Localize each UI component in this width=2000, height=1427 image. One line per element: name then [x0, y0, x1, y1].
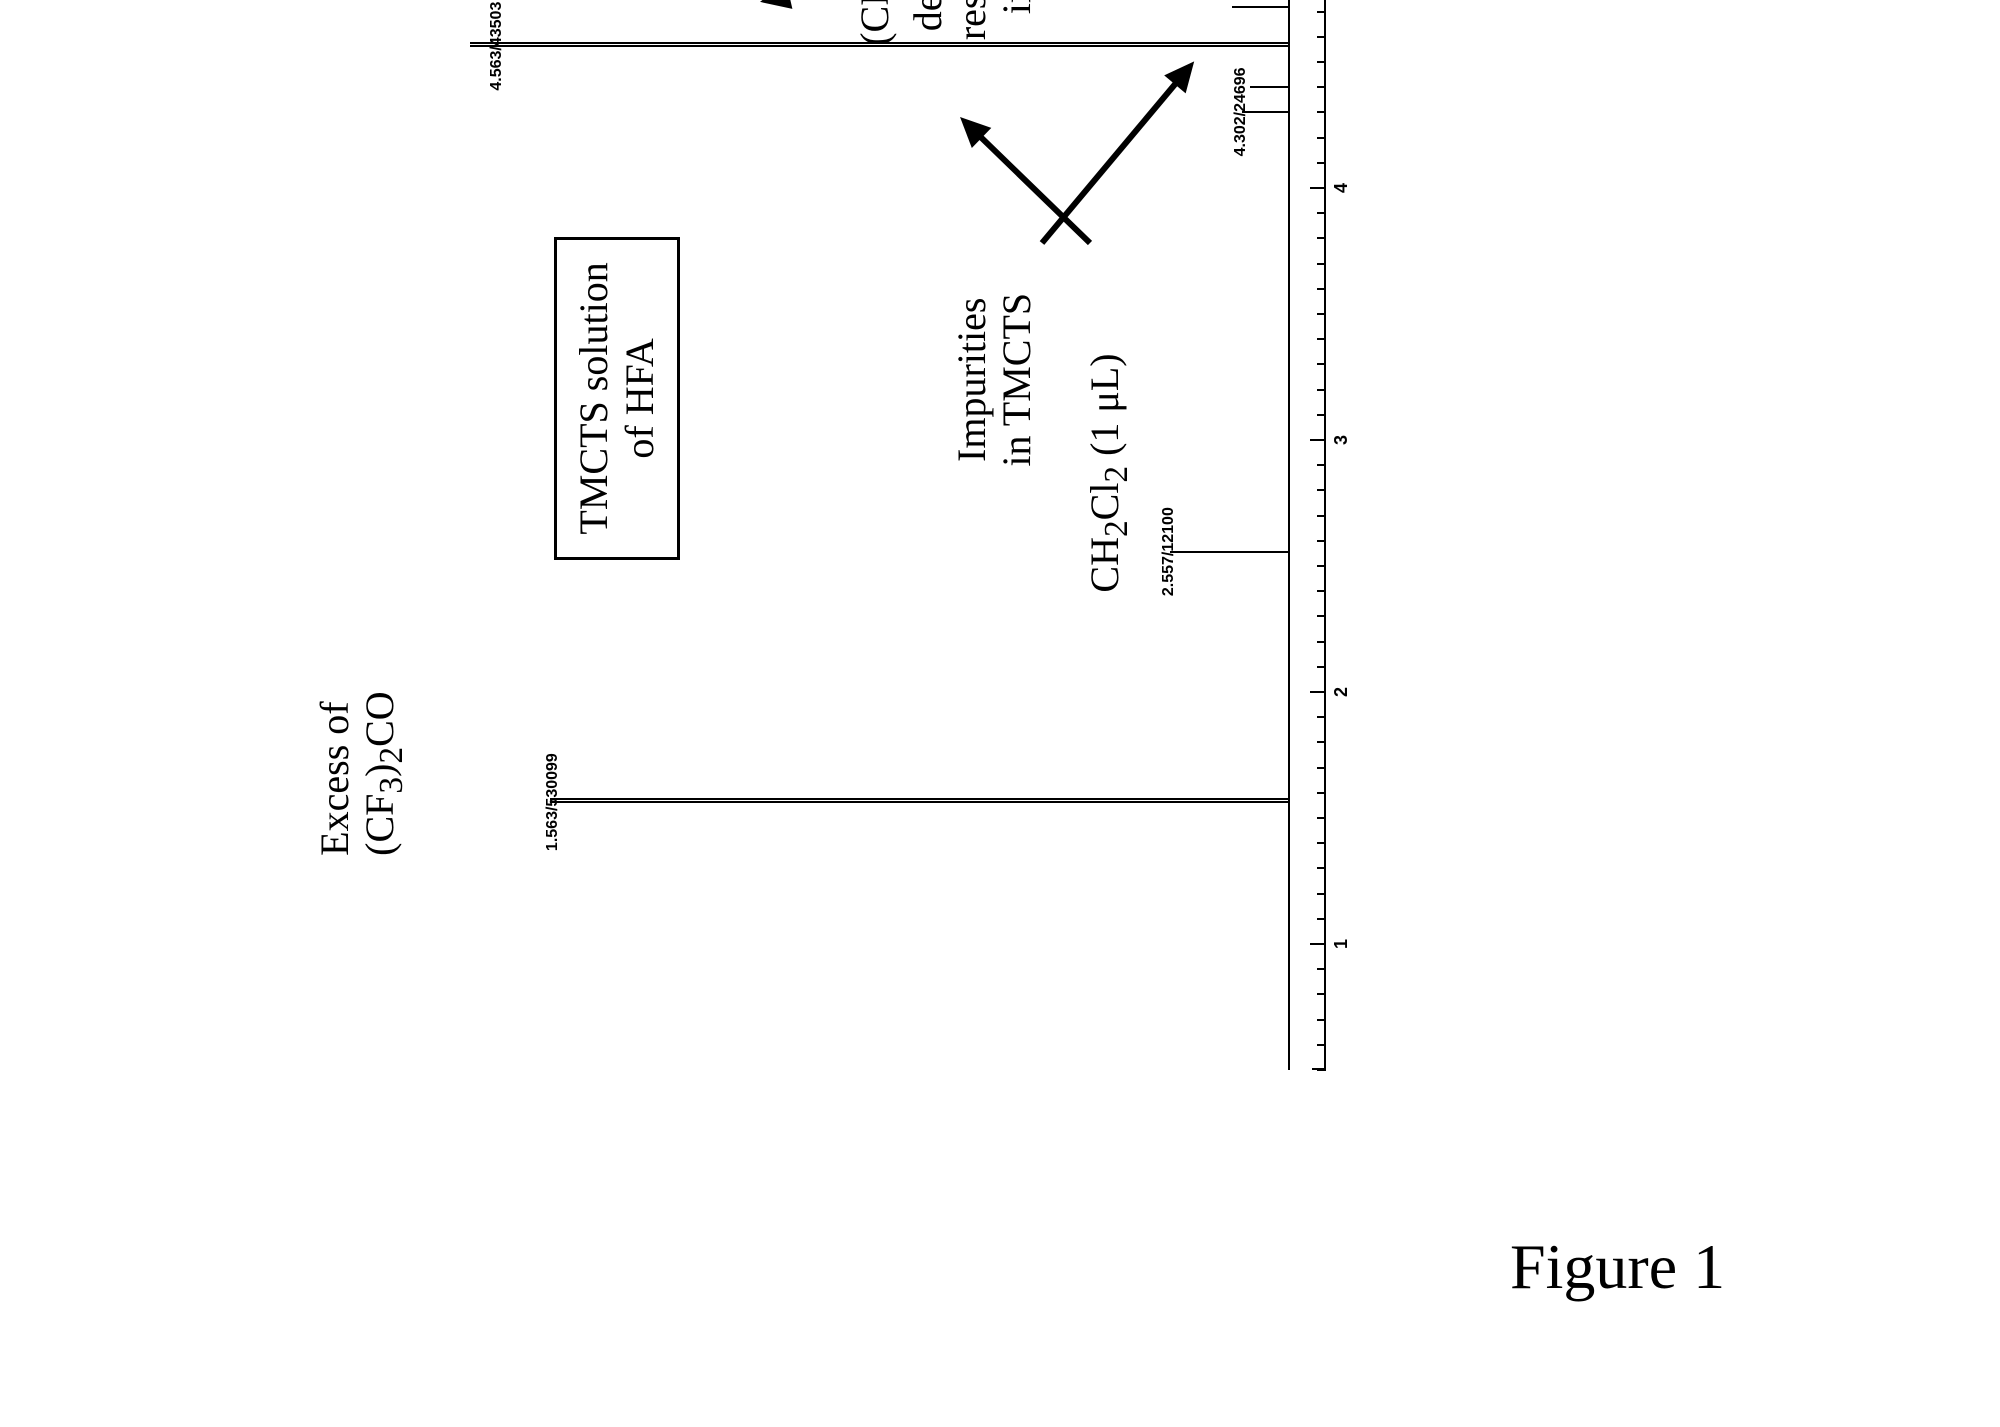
x-tick-minor: [1317, 741, 1326, 743]
x-tick-minor: [1317, 137, 1326, 139]
x-tick-minor: [1317, 968, 1326, 970]
annotation-excess: Excess of(CF3)2CO: [313, 691, 410, 856]
peak-label-ch2cl2: 2.557/12100: [1160, 507, 1178, 596]
x-tick-minor: [1317, 414, 1326, 416]
x-tick-minor: [1317, 1019, 1326, 1021]
x-tick-minor: [1317, 464, 1326, 466]
figure-caption: Figure 1: [1510, 1230, 1725, 1304]
x-tick-minor: [1317, 515, 1326, 517]
annotation-hydrate: (CF3)2C(OH)2derived fromresidual waterin…: [853, 0, 1040, 46]
x-tick-major: [1310, 691, 1326, 693]
x-tick-minor: [1317, 893, 1326, 895]
peak-ch2cl2: [1170, 551, 1290, 553]
peak-hfa_hydrate: [1232, 6, 1290, 8]
x-tick-minor: [1317, 162, 1326, 164]
x-tick-minor: [1317, 993, 1326, 995]
x-tick-label: 4: [1331, 183, 1352, 193]
x-tick-minor: [1317, 817, 1326, 819]
x-tick-minor: [1317, 389, 1326, 391]
annotation-ch2cl2_lbl: CH2Cl2 (1 μL): [1083, 353, 1135, 592]
x-tick-minor: [1317, 313, 1326, 315]
x-tick-minor: [1317, 590, 1326, 592]
x-tick-minor: [1317, 111, 1326, 113]
boxed-title: TMCTS solutionof HFA: [554, 237, 680, 559]
x-tick-minor: [1317, 842, 1326, 844]
x-tick-minor: [1317, 288, 1326, 290]
x-tick-minor: [1317, 540, 1326, 542]
nmr-spectrum: 123451.563/5300992.557/121004.302/246964…: [390, 0, 1290, 1070]
baseline: [1288, 0, 1290, 1070]
x-tick-label: 1: [1331, 939, 1352, 949]
x-tick-minor: [1317, 716, 1326, 718]
annotation-impurities: Impuritiesin TMCTS: [950, 293, 1040, 467]
x-axis: [1324, 0, 1326, 1070]
x-tick-minor: [1317, 641, 1326, 643]
x-tick-major: [1310, 943, 1326, 945]
x-tick-minor: [1317, 792, 1326, 794]
x-tick-minor: [1317, 363, 1326, 365]
x-tick-minor: [1317, 237, 1326, 239]
x-tick-minor: [1317, 767, 1326, 769]
x-tick-minor: [1317, 263, 1326, 265]
plot-area: 123451.563/5300992.557/121004.302/246964…: [390, 0, 1290, 1070]
x-tick-minor: [1317, 212, 1326, 214]
x-tick-minor: [1317, 666, 1326, 668]
x-tick-label: 3: [1331, 435, 1352, 445]
x-tick-minor: [1317, 867, 1326, 869]
x-tick-minor: [1317, 918, 1326, 920]
x-tick-label: 2: [1331, 687, 1352, 697]
x-tick-minor: [1317, 338, 1326, 340]
peak-excess_hfa: [550, 801, 1290, 803]
x-tick-minor: [1317, 1044, 1326, 1046]
peak-label-impurity_c: 4.563/43503: [488, 2, 506, 91]
x-tick-major: [1310, 439, 1326, 441]
x-tick-minor: [1317, 565, 1326, 567]
x-tick-minor: [1317, 615, 1326, 617]
peak-label-excess_hfa: 1.563/530099: [544, 753, 562, 851]
x-tick-minor: [1317, 61, 1326, 63]
x-tick-minor: [1317, 86, 1326, 88]
peak-impurity_b: [1250, 86, 1290, 88]
x-tick-minor: [1317, 11, 1326, 13]
figure-stage: 123451.563/5300992.557/121004.302/246964…: [0, 0, 2000, 1427]
peak-label-impurity_a: 4.302/24696: [1232, 67, 1250, 156]
x-tick-minor: [1317, 1069, 1326, 1071]
annotation-arrow: [960, 117, 1090, 243]
x-tick-minor: [1317, 489, 1326, 491]
x-tick-minor: [1317, 36, 1326, 38]
x-tick-major: [1310, 187, 1326, 189]
